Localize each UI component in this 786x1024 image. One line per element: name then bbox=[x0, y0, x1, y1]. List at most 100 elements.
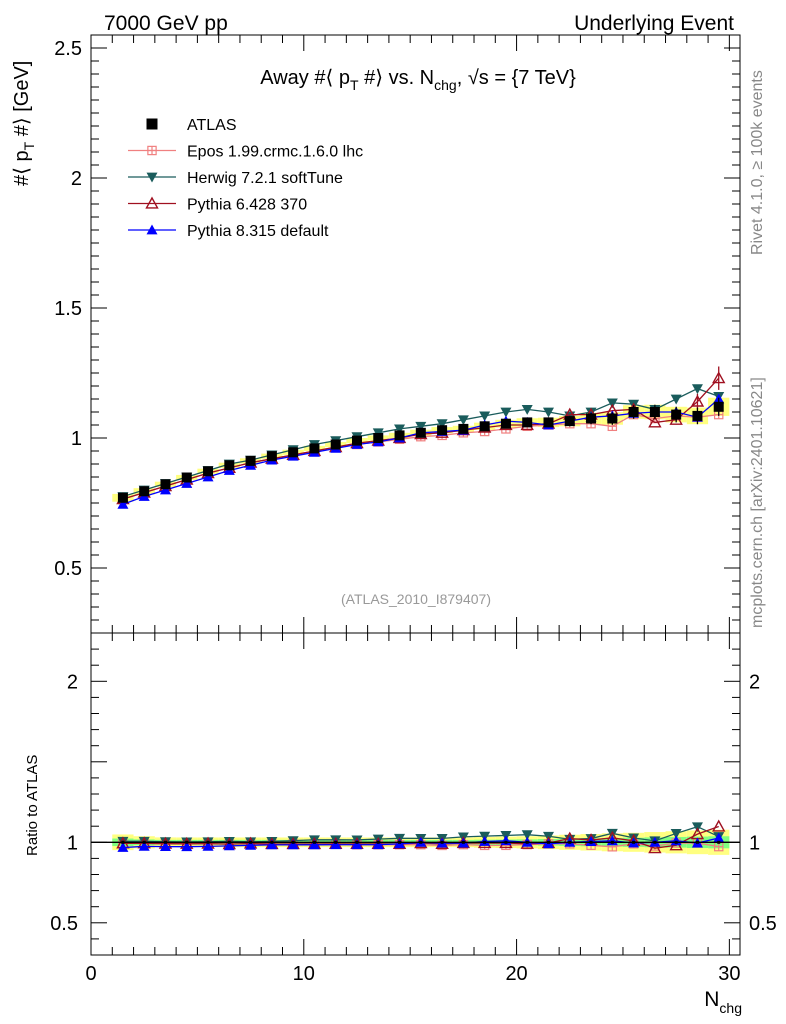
point-atlas bbox=[245, 455, 256, 466]
legend-item-epos: Epos 1.99.crmc.1.6.0 lhc bbox=[128, 144, 363, 161]
ratio-point-atlas bbox=[674, 840, 678, 844]
ratio-point-atlas bbox=[376, 840, 380, 844]
point-pythia8 bbox=[202, 471, 214, 482]
point-pythia8 bbox=[181, 478, 193, 488]
ratio-point-atlas bbox=[419, 840, 423, 844]
ratio-point-pythia8 bbox=[287, 839, 299, 850]
ratio-point-atlas bbox=[695, 840, 699, 844]
ratio-point-herwig bbox=[670, 829, 682, 839]
ratio-y-axis-label: Ratio to ATLAS bbox=[24, 755, 41, 856]
main-axis-ticks: 0.5 1 1.5 2 2.5 bbox=[54, 34, 740, 634]
point-atlas bbox=[649, 407, 660, 417]
point-pythia6 bbox=[690, 394, 705, 407]
ratio-point-pythia8 bbox=[202, 840, 214, 851]
legend-marker-epos bbox=[147, 145, 157, 156]
ratio-tick-label-left: 2 bbox=[67, 671, 78, 693]
legend-item-herwig: Herwig 7.2.1 softTune bbox=[128, 170, 343, 187]
ratio-point-atlas bbox=[632, 840, 636, 844]
legend-label-pythia8: Pythia 8.315 default bbox=[187, 223, 329, 240]
point-pythia8 bbox=[117, 498, 129, 509]
ratio-point-atlas bbox=[546, 840, 550, 844]
point-atlas bbox=[458, 423, 469, 434]
ratio-point-pythia8 bbox=[372, 839, 384, 850]
y-tick-label: 0.5 bbox=[54, 558, 82, 580]
series-herwig bbox=[117, 384, 725, 502]
ratio-point-atlas bbox=[334, 840, 338, 844]
ratio-point-atlas bbox=[142, 840, 146, 844]
header-right: Underlying Event bbox=[574, 12, 734, 35]
point-pythia8 bbox=[159, 484, 171, 495]
ratio-point-atlas bbox=[163, 840, 167, 844]
point-atlas bbox=[607, 413, 618, 424]
ratio-point-pythia8 bbox=[223, 840, 235, 851]
ratio-panel: 0.5 0.5 1 1 2 2 Ratio to ATLAS bbox=[24, 632, 777, 956]
legend-marker-pythia6 bbox=[145, 196, 159, 209]
ratio-point-atlas bbox=[121, 840, 125, 844]
ratio-point-atlas bbox=[589, 840, 593, 844]
point-atlas bbox=[522, 417, 533, 428]
ratio-point-atlas bbox=[525, 840, 529, 844]
ratio-point-pythia8 bbox=[117, 842, 129, 852]
point-atlas bbox=[203, 466, 214, 477]
legend-marker-atlas bbox=[146, 118, 158, 130]
point-atlas bbox=[671, 409, 682, 420]
side-label-rivet: Rivet 4.1.0, ≥ 100k events bbox=[749, 70, 766, 255]
ratio-point-pythia8 bbox=[713, 832, 725, 843]
point-atlas bbox=[288, 447, 299, 458]
point-atlas bbox=[266, 451, 277, 462]
y-tick-label: 2 bbox=[71, 168, 82, 190]
point-atlas bbox=[309, 443, 320, 454]
point-atlas bbox=[415, 427, 426, 438]
ratio-series-atlas bbox=[91, 840, 740, 844]
ratio-point-atlas bbox=[610, 840, 614, 844]
main-panel: 0.5 1 1.5 2 2.5 Away #⟨ pT #⟩ vs. Nchg, √s =… bbox=[11, 34, 741, 634]
ratio-point-atlas bbox=[504, 840, 508, 844]
legend-item-pythia6: Pythia 6.428 370 bbox=[128, 197, 307, 214]
ratio-point-pythia8 bbox=[351, 839, 363, 850]
ratio-point-pythia8 bbox=[138, 840, 150, 851]
ratio-point-atlas bbox=[461, 840, 465, 844]
y-axis-label: #⟨ pT #⟩ [GeV] bbox=[11, 61, 37, 186]
ratio-point-atlas bbox=[227, 840, 231, 844]
legend-label-epos: Epos 1.99.crmc.1.6.0 lhc bbox=[187, 144, 363, 161]
header-left: 7000 GeV pp bbox=[104, 12, 228, 35]
point-atlas bbox=[564, 416, 575, 427]
reference-tag: (ATLAS_2010_I879407) bbox=[341, 591, 491, 607]
point-atlas bbox=[437, 425, 448, 436]
point-atlas bbox=[586, 413, 597, 424]
ratio-point-pythia8 bbox=[245, 839, 257, 850]
point-atlas bbox=[713, 401, 724, 412]
ratio-point-atlas bbox=[440, 840, 444, 844]
legend-label-pythia6: Pythia 6.428 370 bbox=[187, 197, 307, 214]
x-tick-label: 20 bbox=[505, 963, 527, 985]
point-herwig bbox=[394, 424, 406, 435]
point-atlas bbox=[181, 472, 192, 483]
x-axis-label: Nchg bbox=[704, 988, 742, 1016]
ratio-point-pythia8 bbox=[308, 839, 320, 850]
point-atlas bbox=[479, 421, 490, 432]
ratio-point-pythia8 bbox=[159, 841, 171, 852]
series-atlas bbox=[117, 397, 724, 503]
ratio-point-pythia6 bbox=[648, 841, 662, 854]
ratio-point-atlas bbox=[291, 840, 295, 844]
ratio-series bbox=[91, 819, 740, 854]
y-tick-label: 2.5 bbox=[54, 38, 82, 60]
point-pythia6 bbox=[712, 371, 726, 384]
point-herwig bbox=[606, 398, 618, 409]
point-atlas bbox=[117, 492, 128, 503]
ratio-point-pythia8 bbox=[181, 841, 193, 852]
ratio-point-atlas bbox=[568, 840, 572, 844]
point-atlas bbox=[692, 410, 703, 421]
point-herwig bbox=[542, 407, 554, 418]
point-pythia6 bbox=[648, 415, 662, 428]
point-atlas bbox=[394, 430, 405, 441]
ratio-point-atlas bbox=[249, 840, 253, 844]
ratio-point-atlas bbox=[206, 840, 210, 844]
ratio-tick-label-right: 1 bbox=[749, 832, 760, 854]
point-herwig bbox=[457, 415, 469, 426]
x-tick-label: 10 bbox=[293, 963, 315, 985]
x-tick-label: 0 bbox=[85, 963, 96, 985]
legend-item-atlas: ATLAS bbox=[146, 117, 237, 134]
x-tick-label: 30 bbox=[718, 963, 740, 985]
